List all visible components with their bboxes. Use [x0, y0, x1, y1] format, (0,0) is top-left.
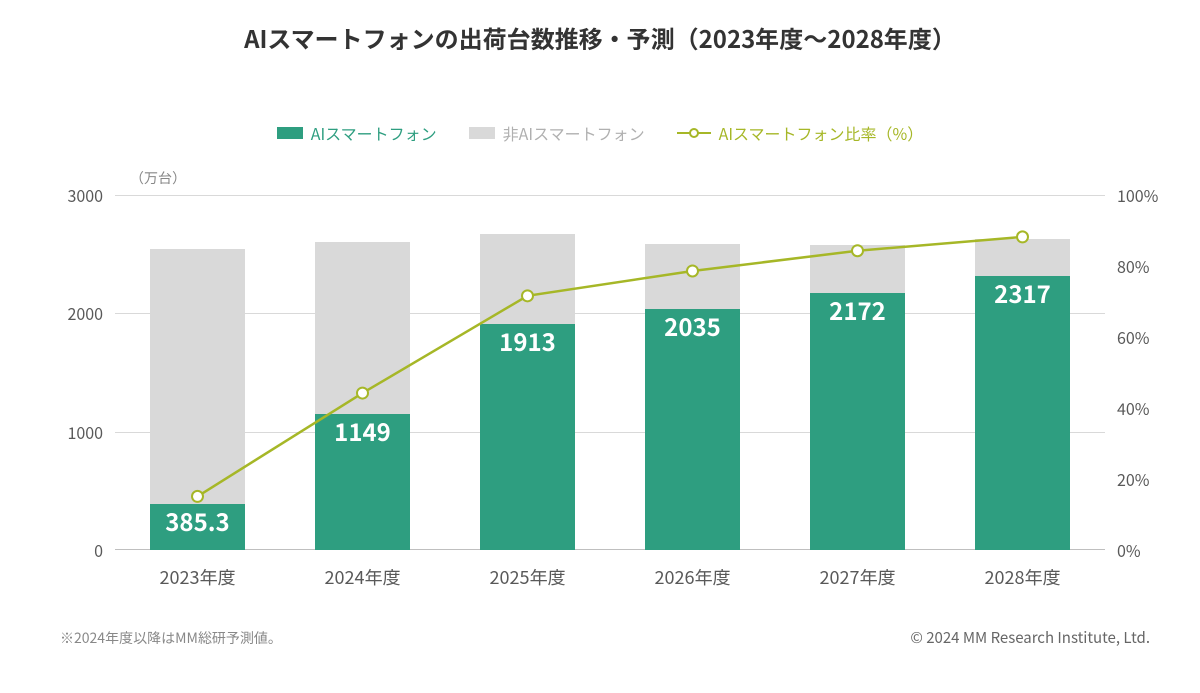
copyright: © 2024 MM Research Institute, Ltd.: [910, 627, 1150, 648]
y2-tick-label: 80%: [1105, 254, 1150, 278]
y1-tick-label: 1000: [67, 420, 115, 444]
x-tick-label: 2024年度: [325, 564, 401, 590]
chart-title: AIスマートフォンの出荷台数推移・予測（2023年度～2028年度）: [0, 20, 1200, 55]
x-tick-label: 2025年度: [490, 564, 566, 590]
legend-item: 非AIスマートフォン: [469, 121, 645, 145]
legend-label: AIスマートフォン比率（%）: [719, 121, 924, 145]
chart-container: AIスマートフォンの出荷台数推移・予測（2023年度～2028年度） AIスマー…: [0, 0, 1200, 693]
legend-label: AIスマートフォン: [311, 121, 437, 145]
line-marker: [357, 388, 368, 399]
legend-swatch: [277, 127, 303, 139]
line-marker: [192, 491, 203, 502]
x-tick-label: 2028年度: [985, 564, 1061, 590]
y2-tick-label: 20%: [1105, 467, 1150, 491]
legend-item: AIスマートフォン: [277, 121, 437, 145]
y2-tick-label: 100%: [1105, 183, 1158, 207]
legend-label: 非AIスマートフォン: [503, 121, 645, 145]
legend: AIスマートフォン 非AIスマートフォン AIスマートフォン比率（%）: [0, 118, 1200, 145]
y1-tick-label: 2000: [67, 301, 115, 325]
line-series: [115, 195, 1105, 550]
footnote: ※2024年度以降はMM総研予測値。: [60, 628, 282, 648]
legend-item: AIスマートフォン比率（%）: [677, 121, 924, 145]
x-tick-label: 2027年度: [820, 564, 896, 590]
line-marker: [687, 265, 698, 276]
y-axis-unit: （万台）: [130, 168, 186, 188]
y1-tick-label: 0: [94, 538, 115, 562]
legend-line-swatch: [677, 126, 711, 140]
line-marker: [1017, 231, 1028, 242]
x-tick-label: 2026年度: [655, 564, 731, 590]
y2-tick-label: 60%: [1105, 325, 1150, 349]
plot-area: 01000200030000%20%40%60%80%100%385.32023…: [115, 195, 1105, 550]
line-marker: [852, 245, 863, 256]
y2-tick-label: 0%: [1105, 538, 1141, 562]
y1-tick-label: 3000: [67, 183, 115, 207]
line-path: [198, 237, 1023, 497]
x-tick-label: 2023年度: [160, 564, 236, 590]
legend-swatch: [469, 127, 495, 139]
y2-tick-label: 40%: [1105, 396, 1150, 420]
line-marker: [522, 290, 533, 301]
